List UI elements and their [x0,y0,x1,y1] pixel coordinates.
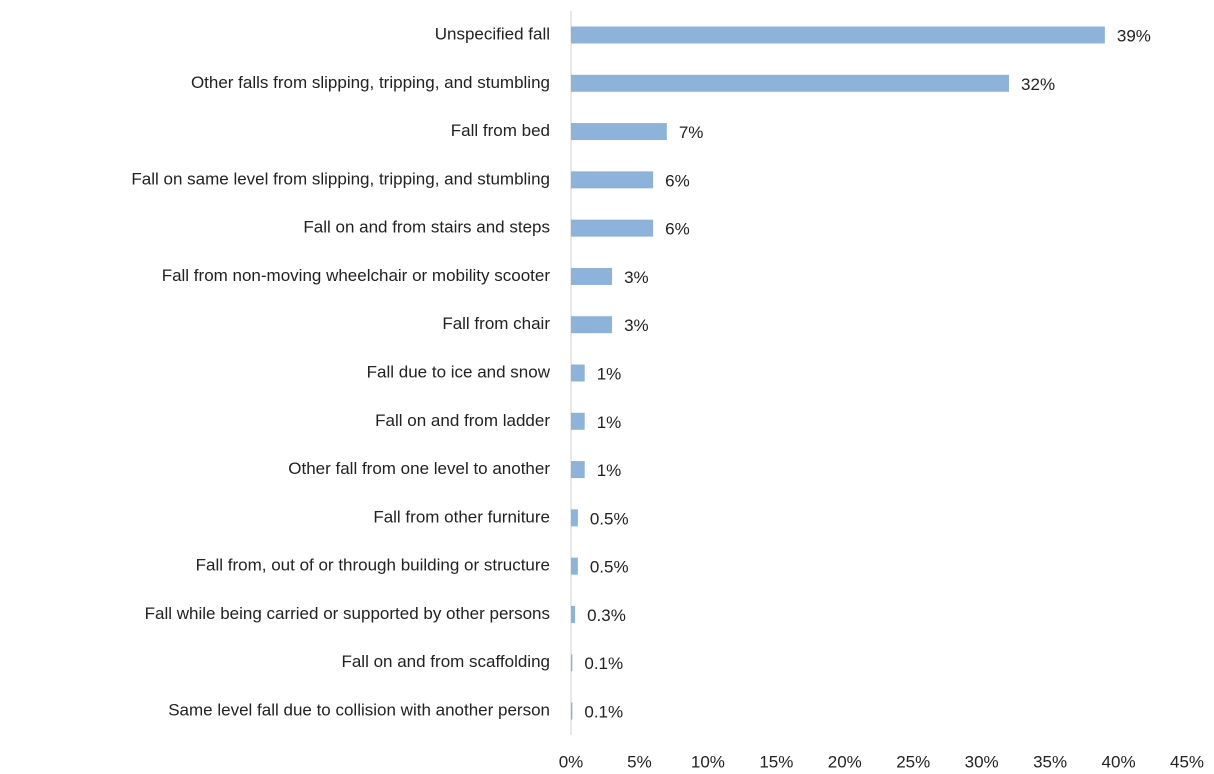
y-tick-label: Fall on same level from slipping, trippi… [131,169,550,188]
y-tick-label: Fall due to ice and snow [367,362,551,381]
x-tick-label: 20% [828,752,862,771]
x-tick-label: 15% [759,752,793,771]
bar [571,509,578,527]
bar [571,654,573,672]
value-label: 0.1% [584,654,623,673]
y-tick-label: Unspecified fall [435,24,550,43]
x-tick-label: 0% [559,752,584,771]
value-label: 6% [665,171,690,190]
y-tick-label: Other fall from one level to another [288,459,550,478]
value-label: 1% [597,413,622,432]
y-tick-label: Fall on and from stairs and steps [303,218,550,237]
value-label: 3% [624,316,649,335]
bar [571,605,576,623]
x-tick-label: 10% [691,752,725,771]
x-tick-label: 45% [1170,752,1204,771]
y-tick-label: Fall from other furniture [373,507,550,526]
value-label: 1% [597,364,622,383]
bar [571,171,654,189]
value-label: 32% [1021,75,1055,94]
bar [571,557,578,575]
bar [571,219,654,237]
x-tick-label: 35% [1033,752,1067,771]
x-tick-label: 25% [896,752,930,771]
bar [571,316,613,334]
bar [571,702,573,720]
y-tick-label: Fall on and from ladder [375,411,550,430]
x-tick-label: 5% [627,752,652,771]
y-tick-label: Same level fall due to collision with an… [168,700,550,719]
y-tick-label: Other falls from slipping, tripping, and… [191,73,550,92]
bar [571,123,667,141]
value-label: 0.1% [584,702,623,721]
bar [571,364,585,382]
bar [571,461,585,479]
y-tick-label: Fall on and from scaffolding [341,652,550,671]
bar [571,267,613,285]
y-tick-label: Fall from non-moving wheelchair or mobil… [162,266,551,285]
bar [571,412,585,430]
value-label: 0.5% [590,509,629,528]
value-label: 0.3% [587,606,626,625]
x-tick-label: 30% [965,752,999,771]
y-tick-label: Fall while being carried or supported by… [145,604,550,623]
value-label: 6% [665,220,690,239]
y-tick-label: Fall from bed [451,121,550,140]
y-tick-label: Fall from, out of or through building or… [196,556,550,575]
x-tick-label: 40% [1102,752,1136,771]
value-label: 3% [624,268,649,287]
bar [571,74,1010,92]
bar [571,26,1105,44]
y-tick-label: Fall from chair [442,314,550,333]
value-label: 0.5% [590,558,629,577]
value-label: 39% [1117,26,1151,45]
value-label: 7% [679,123,704,142]
value-label: 1% [597,461,622,480]
